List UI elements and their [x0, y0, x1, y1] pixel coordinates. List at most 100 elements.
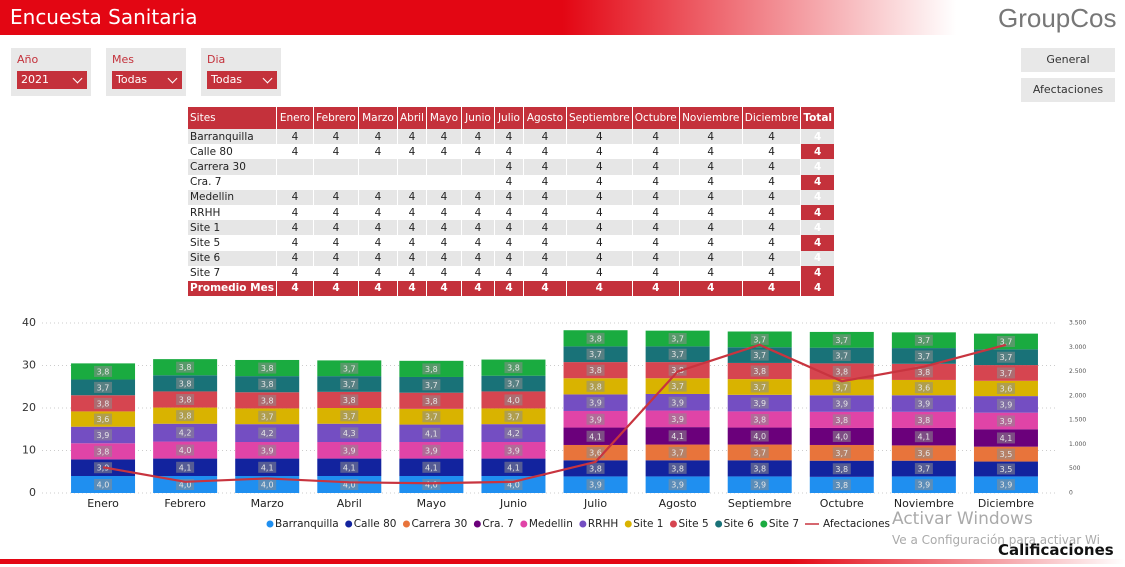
label-box [914, 414, 933, 426]
label-box [996, 432, 1015, 444]
filter-select[interactable]: 2021 [17, 71, 87, 89]
label-box [914, 334, 933, 346]
value-cell: 4 [523, 220, 567, 236]
value-cell: 4 [397, 220, 427, 236]
data-label: 3,8 [835, 416, 848, 425]
data-label: 3,9 [753, 399, 766, 408]
nav-button[interactable]: Afectaciones [1021, 78, 1115, 102]
y-tick-label: 0 [29, 486, 36, 499]
footer-label: Promedio Mes [188, 280, 277, 297]
table-row: Carrera 30 4 4 4 4 4 4 4 [188, 159, 836, 175]
value-cell: 4 [426, 129, 462, 145]
filter[interactable]: Dia Todas [201, 48, 281, 96]
chart: 0 10 20 30 40 0 500 1.000 1.500 2.000 2.500 3.000 3.… [22, 316, 1086, 530]
nav-button[interactable]: General [1021, 48, 1115, 72]
data-label: 4,0 [507, 396, 520, 405]
label-box [258, 378, 277, 390]
value-cell: 4 [523, 144, 567, 160]
filter-select[interactable]: Todas [207, 71, 277, 89]
value-cell: 4 [358, 189, 398, 205]
label-box [94, 397, 113, 409]
x-tick-label: Septiembre [728, 497, 792, 510]
x-tick-label: Enero [87, 497, 119, 510]
label-box [914, 382, 933, 394]
x-tick-label: Mayo [417, 497, 447, 510]
data-label: 3,9 [918, 481, 931, 490]
data-label: 3,8 [918, 416, 931, 425]
y2-tick-label: 1.000 [1069, 441, 1086, 448]
label-box [340, 410, 359, 422]
label-box [668, 333, 687, 345]
filter-select[interactable]: Todas [112, 71, 182, 89]
value-cell: 4 [800, 220, 836, 236]
value-cell: 4 [461, 250, 495, 266]
label-box [504, 394, 523, 406]
y-tick-label: 30 [22, 359, 36, 372]
data-label: 4,3 [343, 429, 356, 438]
legend-swatch [579, 520, 587, 528]
data-label: 3,5 [1000, 450, 1013, 459]
data-label: 4,0 [179, 481, 192, 490]
value-cell: 4 [800, 189, 836, 205]
label-box [258, 427, 277, 439]
label-box [340, 461, 359, 473]
value-cell: 4 [679, 174, 743, 190]
label-box [750, 333, 769, 345]
legend-label: RRHH [588, 518, 618, 530]
value-cell: 4 [494, 129, 524, 145]
data-label: 3,9 [589, 415, 602, 424]
data-label: 3,7 [835, 352, 848, 361]
y2-tick-label: 1.500 [1069, 417, 1086, 424]
value-cell: 4 [566, 144, 633, 160]
value-cell: 4 [397, 189, 427, 205]
data-label: 3,7 [671, 335, 684, 344]
value-cell: 4 [679, 189, 743, 205]
value-cell: 4 [276, 265, 314, 281]
legend-swatch [266, 520, 274, 528]
label-box [176, 427, 195, 439]
label-box [176, 361, 195, 373]
legend-swatch [345, 520, 353, 528]
filter[interactable]: Mes Todas [106, 48, 186, 96]
x-tick-label: Octubre [820, 497, 864, 510]
label-box [914, 398, 933, 410]
value-cell: 4 [313, 265, 359, 281]
value-cell: 4 [313, 189, 359, 205]
data-label: 4,0 [753, 432, 766, 441]
legend-swatch [520, 520, 528, 528]
label-box [504, 378, 523, 390]
value-cell: 4 [632, 189, 680, 205]
label-box [176, 377, 195, 389]
data-label: 4,1 [589, 432, 602, 441]
label-box [94, 445, 113, 457]
value-cell: 4 [679, 159, 743, 175]
label-box [422, 411, 441, 423]
y2-tick-label: 500 [1069, 465, 1081, 472]
legend-swatch [624, 520, 632, 528]
label-box [258, 362, 277, 374]
value-cell: 4 [426, 189, 462, 205]
y2-tick-label: 2.000 [1069, 392, 1086, 399]
label-box [668, 380, 687, 392]
data-label: 3,9 [671, 398, 684, 407]
label-box [832, 447, 851, 459]
column-header: Febrero [313, 107, 359, 129]
data-label: 3,7 [835, 383, 848, 392]
data-label: 3,7 [1000, 369, 1013, 378]
label-box [504, 362, 523, 374]
data-label: 3,9 [671, 415, 684, 424]
label-box [586, 380, 605, 392]
value-cell [397, 159, 427, 175]
data-label: 3,9 [589, 481, 602, 490]
filter-label: Dia [207, 53, 226, 66]
label-box [750, 397, 769, 409]
filter[interactable]: Año 2021 [11, 48, 91, 96]
x-tick-label: Abril [337, 497, 362, 510]
footer-cell: 4 [397, 280, 427, 297]
value-cell: 4 [276, 129, 314, 145]
label-box [996, 479, 1015, 491]
data-label: 3,9 [425, 446, 438, 455]
value-cell [276, 159, 314, 175]
value-cell: 4 [566, 174, 633, 190]
value-cell: 4 [742, 144, 802, 160]
